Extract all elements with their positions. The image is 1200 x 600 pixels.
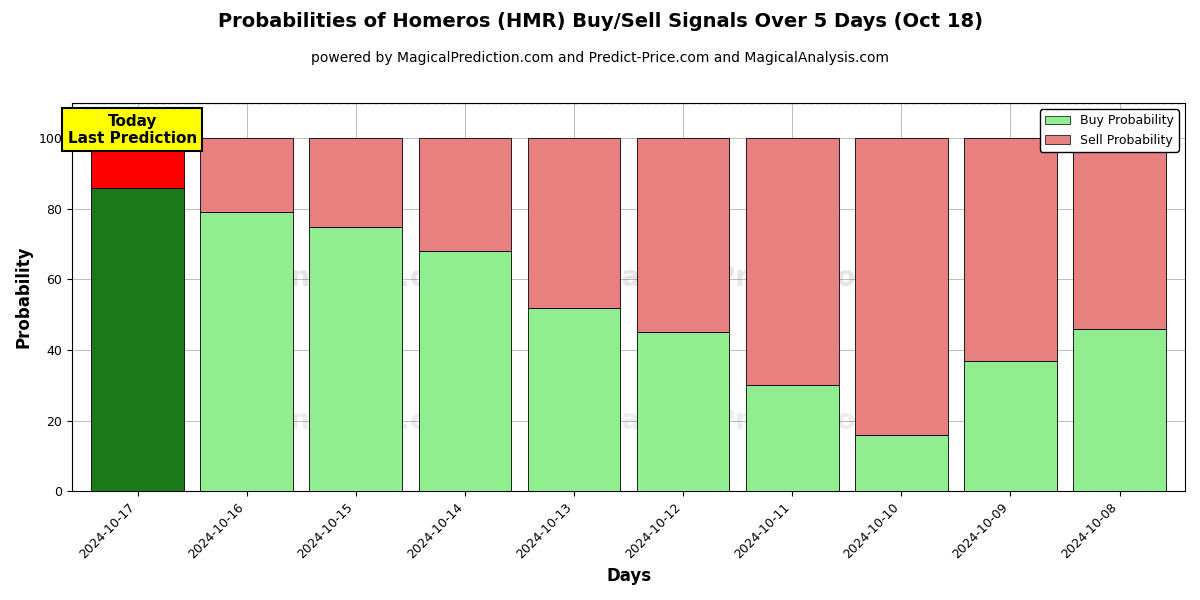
Text: MagicalPrediction.com: MagicalPrediction.com xyxy=(595,264,952,292)
Bar xyxy=(528,138,620,308)
Text: calAnalysis.com: calAnalysis.com xyxy=(226,407,475,436)
Text: Today
Last Prediction: Today Last Prediction xyxy=(67,113,197,146)
Bar xyxy=(528,308,620,491)
Bar xyxy=(1073,329,1166,491)
Text: Probabilities of Homeros (HMR) Buy/Sell Signals Over 5 Days (Oct 18): Probabilities of Homeros (HMR) Buy/Sell … xyxy=(217,12,983,31)
Bar xyxy=(854,435,948,491)
Bar xyxy=(1073,138,1166,329)
Bar xyxy=(746,138,839,385)
Bar xyxy=(91,138,184,188)
Bar xyxy=(419,138,511,251)
X-axis label: Days: Days xyxy=(606,567,652,585)
Y-axis label: Probability: Probability xyxy=(16,246,34,349)
Bar xyxy=(854,138,948,435)
Bar xyxy=(964,138,1057,361)
Bar xyxy=(91,188,184,491)
Legend: Buy Probability, Sell Probability: Buy Probability, Sell Probability xyxy=(1040,109,1178,152)
Text: powered by MagicalPrediction.com and Predict-Price.com and MagicalAnalysis.com: powered by MagicalPrediction.com and Pre… xyxy=(311,51,889,65)
Bar xyxy=(419,251,511,491)
Bar xyxy=(310,227,402,491)
Bar xyxy=(746,385,839,491)
Bar xyxy=(200,138,293,212)
Bar xyxy=(964,361,1057,491)
Bar xyxy=(310,138,402,227)
Text: MagicalPrediction.com: MagicalPrediction.com xyxy=(595,407,952,436)
Bar xyxy=(637,332,730,491)
Bar xyxy=(200,212,293,491)
Text: calAnalysis.com: calAnalysis.com xyxy=(226,264,475,292)
Bar xyxy=(637,138,730,332)
